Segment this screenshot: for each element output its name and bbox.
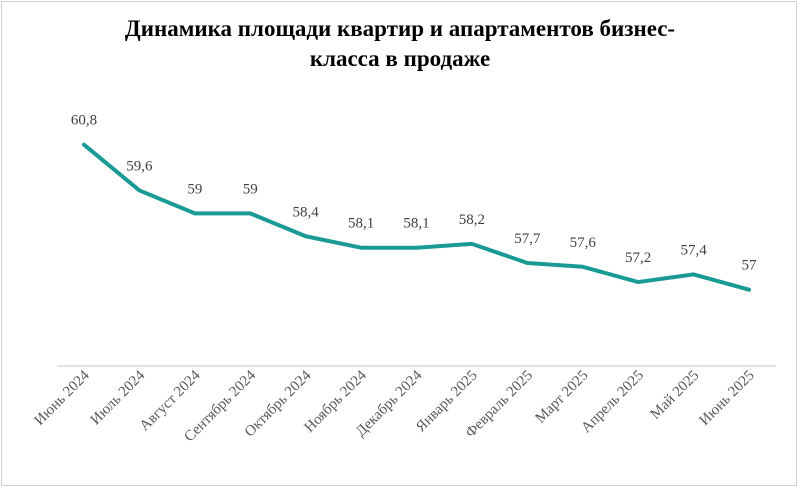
- x-tick-label: Май 2025: [647, 368, 702, 423]
- data-label: 57,6: [570, 235, 597, 251]
- x-tick-label: Июнь 2024: [32, 367, 94, 429]
- chart-title-line-2: класса в продаже: [309, 46, 491, 71]
- data-label: 58,4: [293, 204, 320, 220]
- data-label: 57: [742, 258, 758, 274]
- chart-title: Динамика площади квартир и апартаментов …: [0, 14, 800, 74]
- data-label: 59: [187, 181, 202, 197]
- data-label: 57,7: [514, 231, 541, 247]
- x-tick-label: Июль 2024: [88, 367, 149, 428]
- x-tick-label: Март 2025: [532, 368, 591, 427]
- data-label: 59: [243, 181, 258, 197]
- data-label: 57,2: [625, 250, 651, 266]
- chart-title-line-1: Динамика площади квартир и апартаментов …: [124, 16, 676, 41]
- data-label: 60,8: [71, 113, 97, 129]
- data-label: 58,2: [459, 212, 485, 228]
- data-label: 59,6: [126, 158, 153, 174]
- data-label: 58,1: [403, 216, 429, 232]
- data-label: 57,4: [680, 242, 707, 258]
- data-label: 58,1: [348, 216, 374, 232]
- x-tick-label: Июнь 2025: [697, 368, 758, 429]
